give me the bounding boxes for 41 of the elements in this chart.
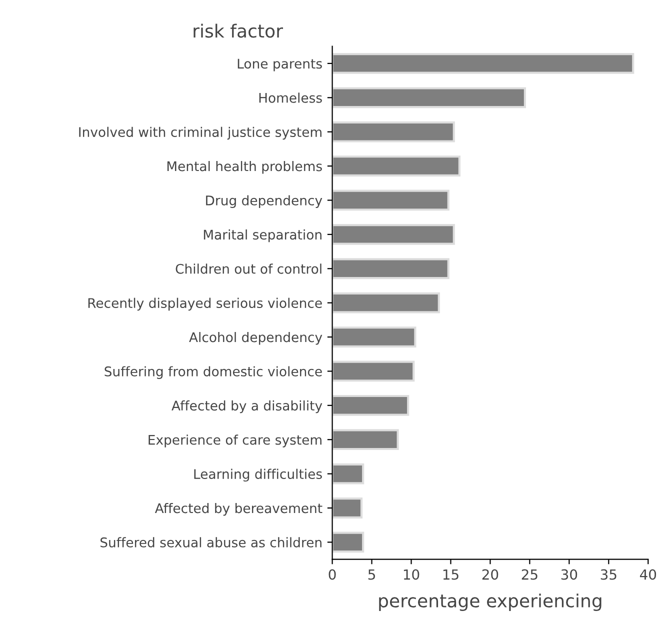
y-tick-label: Learning difficulties xyxy=(194,468,322,482)
x-tick-label: 20 xyxy=(482,569,498,580)
y-axis-title: risk factor xyxy=(194,24,284,38)
y-tick-label: Homeless xyxy=(259,92,322,103)
bar xyxy=(332,429,399,450)
bar xyxy=(332,360,415,382)
x-tick-label: 0 xyxy=(328,569,336,580)
bar xyxy=(332,394,410,416)
bar xyxy=(332,87,526,108)
bar xyxy=(332,190,450,211)
y-tick-label: Affected by a disability xyxy=(172,400,322,414)
y-tick-label: Alcohol dependency xyxy=(189,332,322,345)
bar xyxy=(332,292,440,314)
bar xyxy=(332,463,364,484)
bar xyxy=(332,532,364,553)
x-axis-title: percentage experiencing xyxy=(379,594,602,612)
y-tick-label: Involved with criminal justice system xyxy=(79,126,322,140)
y-tick-label: Affected by bereavement xyxy=(154,502,322,516)
y-tick-label: Mental health problems xyxy=(167,161,322,174)
bar xyxy=(332,326,416,348)
y-tick-label: Lone parents xyxy=(238,58,322,72)
x-tick-label: 15 xyxy=(443,569,458,580)
x-tick-label: 5 xyxy=(368,569,375,580)
bar xyxy=(332,156,460,176)
bar xyxy=(332,498,363,518)
y-tick-label: Experience of care system xyxy=(148,434,322,448)
bar xyxy=(332,121,455,142)
y-tick-label: Suffering from domestic violence xyxy=(104,366,322,379)
x-tick-label: 40 xyxy=(640,569,656,580)
y-tick-label: Suffered sexual abuse as children xyxy=(100,537,322,548)
x-tick-label: 30 xyxy=(561,569,578,580)
y-tick-label: Marital separation xyxy=(204,229,322,242)
x-tick-label: 25 xyxy=(522,569,538,580)
x-tick-label: 10 xyxy=(404,569,420,580)
x-tick-label: 35 xyxy=(600,569,616,580)
y-tick-label: Recently displayed serious violence xyxy=(88,298,322,311)
y-tick-label: Children out of control xyxy=(176,264,322,274)
bar xyxy=(332,53,634,74)
bar xyxy=(332,258,450,280)
bar xyxy=(332,224,455,245)
y-tick-label: Drug dependency xyxy=(206,195,322,208)
